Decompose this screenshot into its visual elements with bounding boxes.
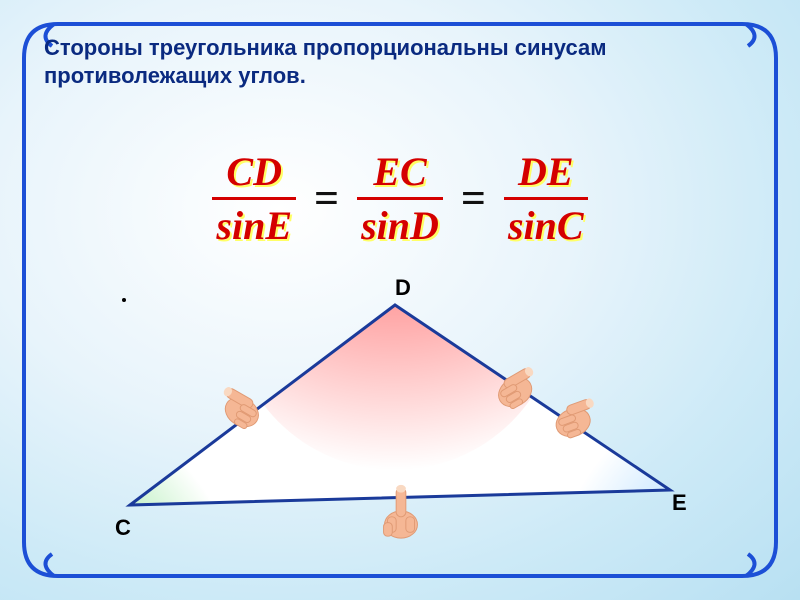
hand-icon-bottom xyxy=(370,480,432,542)
equals-1: = xyxy=(314,173,339,224)
hand-icon-left xyxy=(215,370,277,432)
vertex-label-d: D xyxy=(395,275,411,301)
fraction-3-numerator: DE xyxy=(504,148,588,197)
title-line-2: противолежащих углов. xyxy=(44,62,756,90)
title-line-1: Стороны треугольника пропорциональны син… xyxy=(44,34,756,62)
fraction-2: EC sinD xyxy=(357,148,443,249)
hand-icon-top xyxy=(480,350,542,412)
fraction-2-numerator: EC xyxy=(357,148,443,197)
fraction-1: CD sinE xyxy=(212,148,296,249)
page-title: Стороны треугольника пропорциональны син… xyxy=(44,34,756,89)
equals-2: = xyxy=(461,173,486,224)
vertex-label-c: C xyxy=(115,515,131,541)
vertex-label-e: E xyxy=(672,490,687,516)
fraction-1-denominator: sinE xyxy=(212,200,296,249)
law-of-sines-formula: CD sinE = EC sinD = DE sinC xyxy=(0,148,800,249)
fraction-1-numerator: CD xyxy=(212,148,296,197)
hand-icon-right xyxy=(540,380,602,442)
fraction-2-denominator: sinD xyxy=(357,200,443,249)
fraction-3: DE sinC xyxy=(504,148,588,249)
fraction-3-denominator: sinC xyxy=(504,200,588,249)
